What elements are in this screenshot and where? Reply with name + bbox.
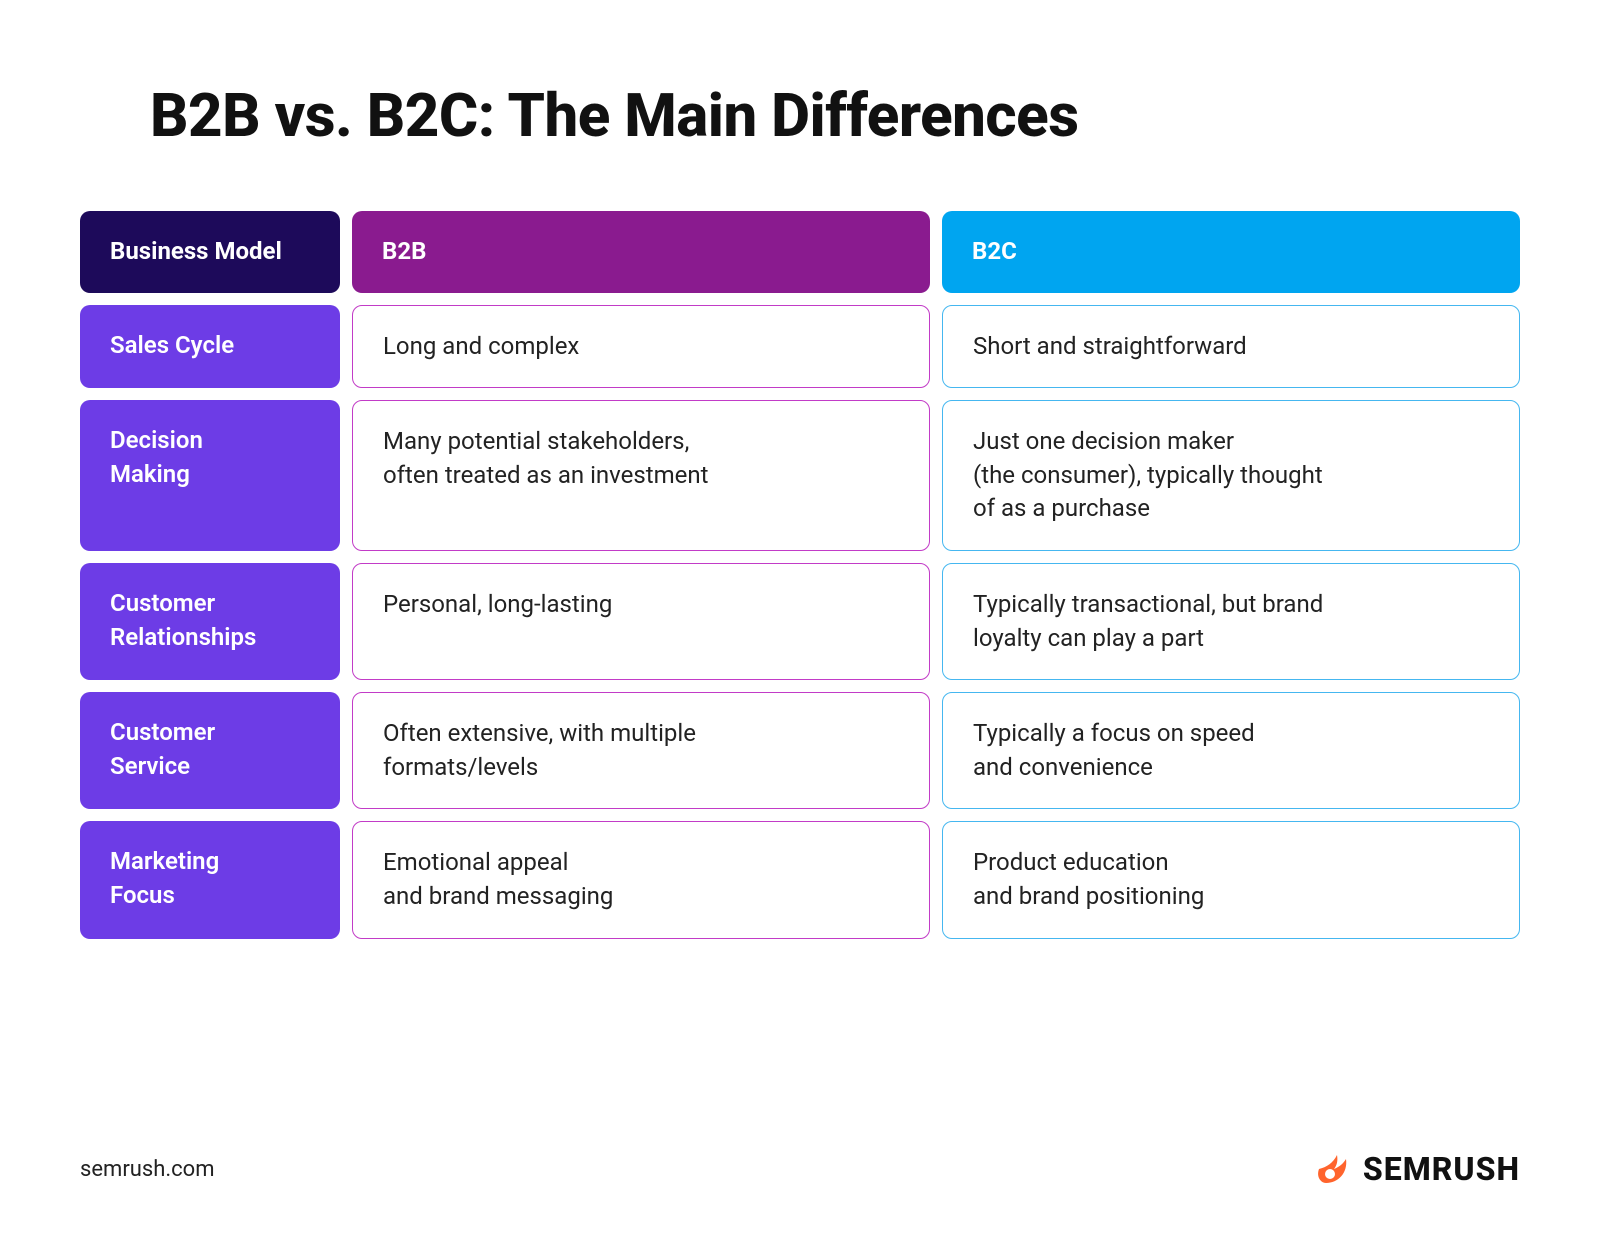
row-b2c-cell: Short and straightforward bbox=[942, 305, 1520, 389]
row-label-cell: Sales Cycle bbox=[80, 305, 340, 389]
header-b2c-cell: B2C bbox=[942, 211, 1520, 293]
header-b2b-cell: B2B bbox=[352, 211, 930, 293]
table-row: Sales CycleLong and complexShort and str… bbox=[80, 305, 1520, 389]
row-b2b-cell: Personal, long-lasting bbox=[352, 563, 930, 680]
brand: SEMRUSH bbox=[1313, 1149, 1520, 1189]
row-label-cell: Customer Relationships bbox=[80, 563, 340, 680]
row-label-cell: Customer Service bbox=[80, 692, 340, 809]
footer: semrush.com SEMRUSH bbox=[80, 1149, 1520, 1189]
comparison-table: Business Model B2B B2C Sales CycleLong a… bbox=[80, 211, 1520, 939]
header-label-cell: Business Model bbox=[80, 211, 340, 293]
row-b2c-cell: Just one decision maker (the consumer), … bbox=[942, 400, 1520, 551]
table-row: Customer ServiceOften extensive, with mu… bbox=[80, 692, 1520, 809]
table-row: Marketing FocusEmotional appeal and bran… bbox=[80, 821, 1520, 938]
brand-name: SEMRUSH bbox=[1363, 1150, 1520, 1188]
row-b2c-cell: Typically transactional, but brand loyal… bbox=[942, 563, 1520, 680]
page-title: B2B vs. B2C: The Main Differences bbox=[150, 80, 1520, 151]
table-row: Customer RelationshipsPersonal, long-las… bbox=[80, 563, 1520, 680]
row-label-cell: Marketing Focus bbox=[80, 821, 340, 938]
brand-flame-icon bbox=[1313, 1149, 1353, 1189]
row-b2b-cell: Emotional appeal and brand messaging bbox=[352, 821, 930, 938]
row-b2b-cell: Often extensive, with multiple formats/l… bbox=[352, 692, 930, 809]
row-label-cell: Decision Making bbox=[80, 400, 340, 551]
row-b2c-cell: Product education and brand positioning bbox=[942, 821, 1520, 938]
row-b2b-cell: Many potential stakeholders, often treat… bbox=[352, 400, 930, 551]
main-container: B2B vs. B2C: The Main Differences Busine… bbox=[0, 0, 1600, 939]
row-b2b-cell: Long and complex bbox=[352, 305, 930, 389]
table-header-row: Business Model B2B B2C bbox=[80, 211, 1520, 293]
source-label: semrush.com bbox=[80, 1157, 215, 1182]
row-b2c-cell: Typically a focus on speed and convenien… bbox=[942, 692, 1520, 809]
table-row: Decision MakingMany potential stakeholde… bbox=[80, 400, 1520, 551]
